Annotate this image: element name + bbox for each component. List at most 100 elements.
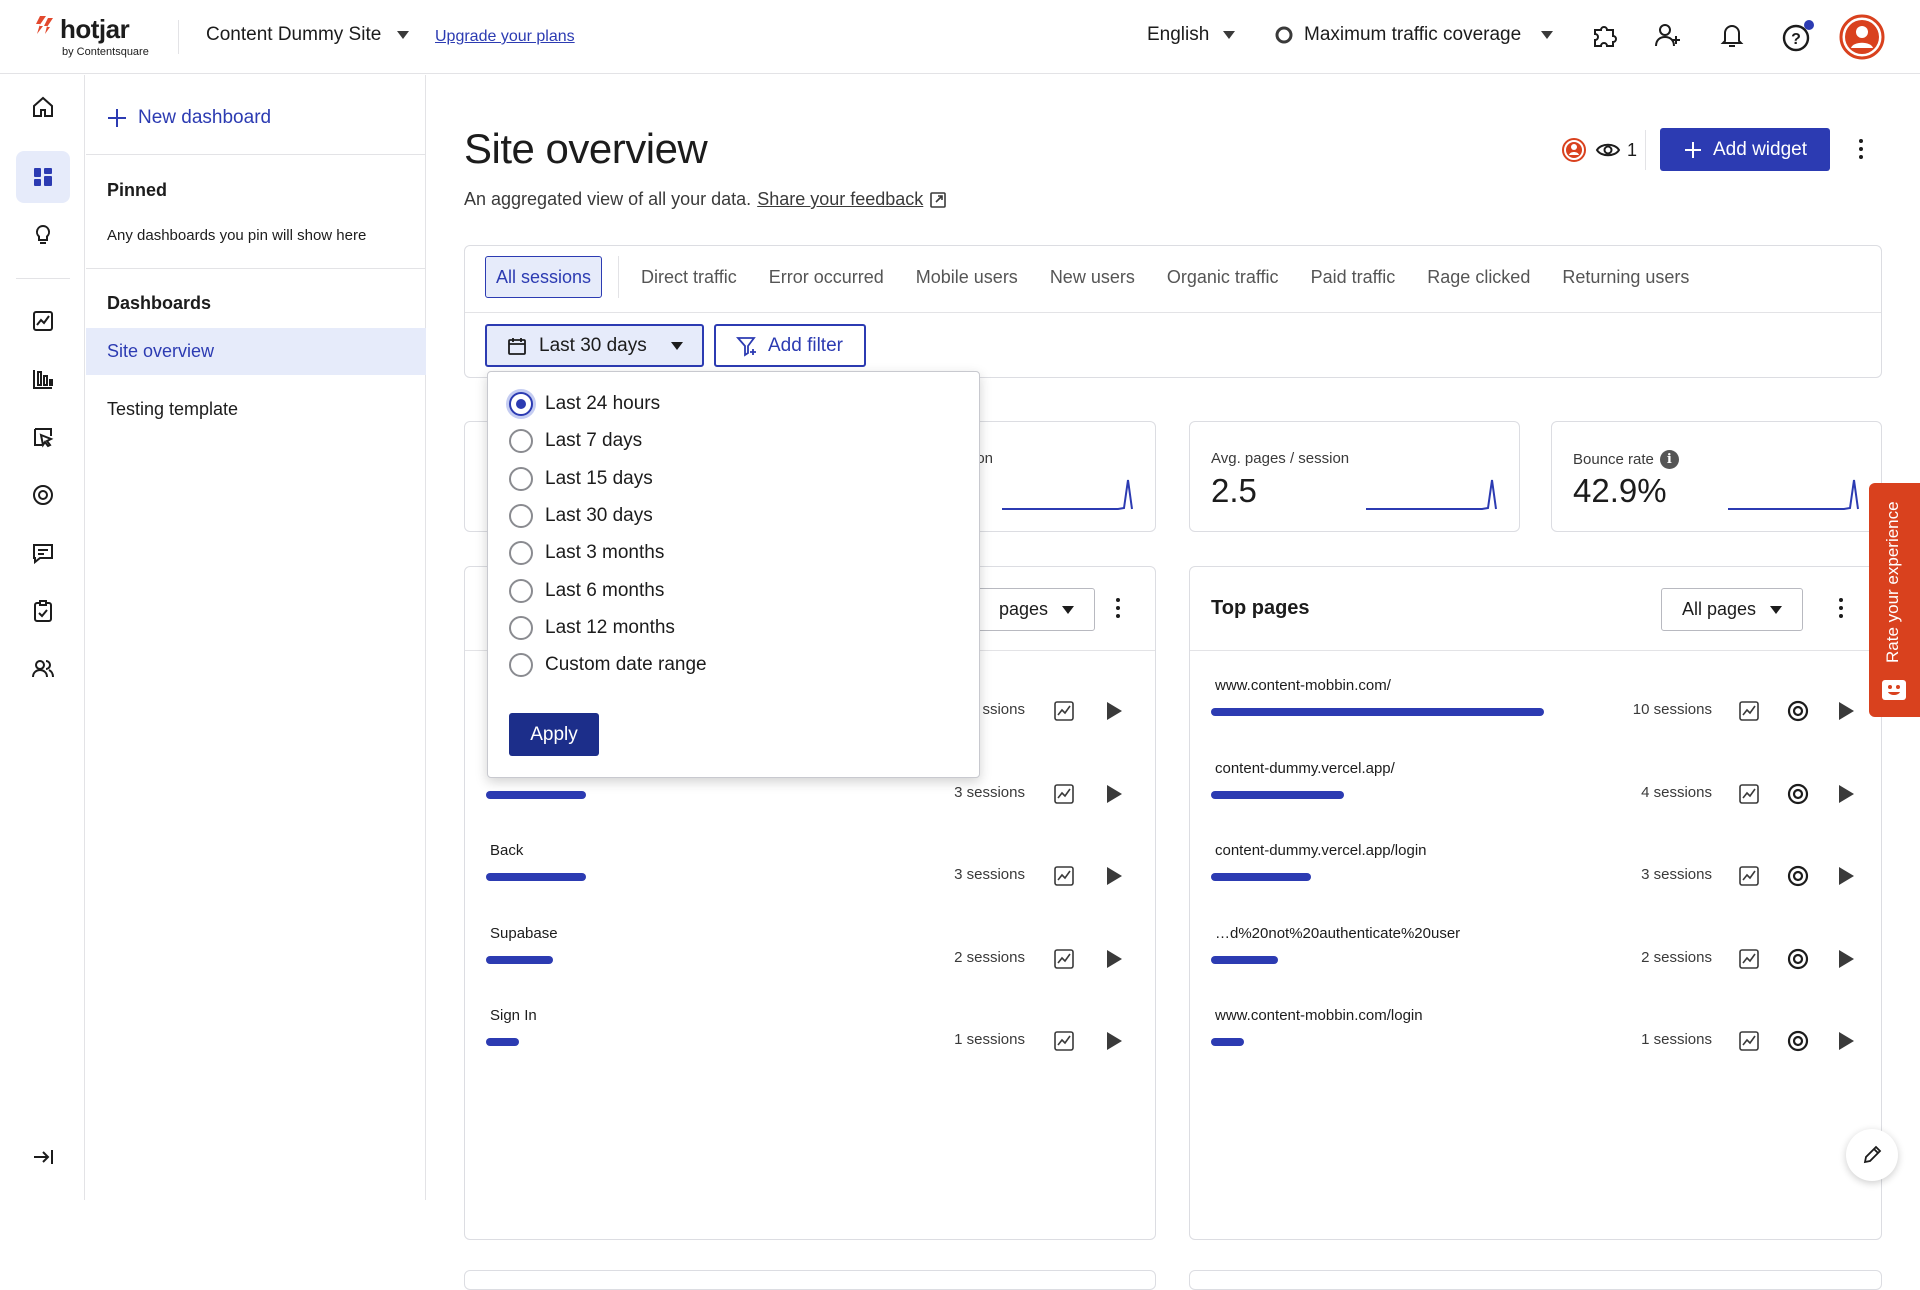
radio-button[interactable] bbox=[509, 466, 533, 491]
trends-icon[interactable] bbox=[1053, 700, 1075, 722]
rail-surveys[interactable] bbox=[16, 585, 70, 637]
share-feedback-link[interactable]: Share your feedback bbox=[757, 189, 924, 209]
recordings-icon[interactable] bbox=[1786, 1029, 1810, 1053]
row-label[interactable]: …d%20not%20authenticate%20user bbox=[1215, 924, 1461, 942]
recordings-icon[interactable] bbox=[1786, 864, 1810, 888]
bell-icon[interactable] bbox=[1717, 20, 1747, 50]
help-icon[interactable]: ? bbox=[1781, 20, 1815, 54]
play-icon[interactable] bbox=[1836, 948, 1856, 970]
tab-error-occurred[interactable]: Error occurred bbox=[768, 266, 884, 287]
trends-icon[interactable] bbox=[1738, 948, 1760, 970]
site-selector[interactable]: Content Dummy Site bbox=[206, 24, 410, 46]
add-filter-button[interactable]: Add filter bbox=[714, 324, 866, 367]
session-count: 1 sessions bbox=[1641, 1031, 1712, 1048]
trends-icon[interactable] bbox=[1738, 783, 1760, 805]
rail-interviews[interactable] bbox=[16, 643, 70, 695]
recordings-icon[interactable] bbox=[1786, 947, 1810, 971]
all-pages-select[interactable]: All pages bbox=[1661, 588, 1804, 631]
date-option[interactable]: Last 24 hours bbox=[509, 392, 660, 416]
card-more-icon[interactable] bbox=[1836, 598, 1846, 618]
radio-button[interactable] bbox=[509, 541, 533, 566]
add-widget-button[interactable]: Add widget bbox=[1660, 128, 1830, 171]
rail-funnels[interactable] bbox=[16, 353, 70, 405]
play-icon[interactable] bbox=[1104, 1030, 1124, 1052]
trends-icon[interactable] bbox=[1738, 865, 1760, 887]
date-option[interactable]: Last 15 days bbox=[509, 466, 653, 491]
new-dashboard-button[interactable]: New dashboard bbox=[106, 107, 271, 129]
tab-direct-traffic[interactable]: Direct traffic bbox=[641, 266, 737, 287]
radio-button[interactable] bbox=[509, 653, 533, 678]
recordings-icon bbox=[33, 485, 53, 505]
trends-icon[interactable] bbox=[1738, 1030, 1760, 1052]
tab-returning-users[interactable]: Returning users bbox=[1562, 266, 1690, 287]
date-option[interactable]: Custom date range bbox=[509, 653, 707, 678]
radio-button[interactable] bbox=[509, 429, 533, 454]
row-label[interactable]: content-dummy.vercel.app/login bbox=[1215, 842, 1427, 859]
row-label[interactable]: www.content-mobbin.com/ bbox=[1215, 677, 1391, 694]
date-option[interactable]: Last 30 days bbox=[509, 503, 653, 528]
trends-icon[interactable] bbox=[1053, 865, 1075, 887]
traffic-coverage-selector[interactable]: Maximum traffic coverage bbox=[1274, 24, 1554, 46]
play-icon[interactable] bbox=[1836, 1030, 1856, 1052]
tab-mobile-users[interactable]: Mobile users bbox=[915, 266, 1018, 287]
date-option[interactable]: Last 6 months bbox=[509, 578, 664, 603]
radio-button[interactable] bbox=[509, 503, 533, 528]
sidebar-item-site-overview[interactable]: Site overview bbox=[86, 328, 426, 375]
add-widget-label: Add widget bbox=[1712, 138, 1807, 160]
rate-experience-tab[interactable]: Rate your experience bbox=[1869, 483, 1920, 717]
radio-button[interactable] bbox=[509, 578, 533, 603]
add-user-icon[interactable] bbox=[1653, 20, 1683, 50]
row-label[interactable]: Sign In bbox=[490, 1007, 537, 1024]
date-range-button[interactable]: Last 30 days bbox=[485, 324, 704, 367]
tab-paid-traffic[interactable]: Paid traffic bbox=[1310, 266, 1396, 287]
date-option[interactable]: Last 7 days bbox=[509, 429, 642, 454]
tab-all-sessions[interactable]: All sessions bbox=[485, 256, 603, 298]
radio-button[interactable] bbox=[509, 392, 533, 416]
feedback-icon bbox=[33, 544, 53, 565]
play-icon[interactable] bbox=[1836, 865, 1856, 887]
row-label[interactable]: Back bbox=[490, 842, 524, 859]
radio-button[interactable] bbox=[509, 615, 533, 640]
date-option[interactable]: Last 3 months bbox=[509, 541, 664, 566]
row-label[interactable]: Supabase bbox=[490, 924, 558, 942]
hotjar-logo[interactable]: hotjar by Contentsquare bbox=[34, 14, 149, 58]
trends-icon[interactable] bbox=[1738, 700, 1760, 722]
trends-icon[interactable] bbox=[1053, 948, 1075, 970]
tab-organic-traffic[interactable]: Organic traffic bbox=[1166, 266, 1279, 287]
trends-icon[interactable] bbox=[1053, 783, 1075, 805]
rail-home[interactable] bbox=[16, 81, 70, 133]
row-label[interactable]: www.content-mobbin.com/login bbox=[1215, 1007, 1423, 1024]
info-icon[interactable]: i bbox=[1659, 450, 1679, 469]
date-option[interactable]: Last 12 months bbox=[509, 615, 675, 640]
card-more-icon[interactable] bbox=[1113, 598, 1123, 618]
rail-trends[interactable] bbox=[16, 295, 70, 347]
trends-icon[interactable] bbox=[1053, 1030, 1075, 1052]
rail-dashboards[interactable] bbox=[16, 151, 70, 203]
rail-insights[interactable] bbox=[16, 209, 70, 261]
recordings-icon[interactable] bbox=[1786, 699, 1810, 723]
rail-heatmaps[interactable] bbox=[16, 411, 70, 463]
apply-button[interactable]: Apply bbox=[509, 713, 599, 756]
avatar[interactable] bbox=[1839, 14, 1885, 60]
puzzle-icon[interactable] bbox=[1590, 20, 1620, 50]
play-icon[interactable] bbox=[1104, 948, 1124, 970]
pages-select[interactable]: pages bbox=[975, 588, 1095, 631]
play-icon[interactable] bbox=[1836, 783, 1856, 805]
tab-rage-clicked[interactable]: Rage clicked bbox=[1427, 266, 1531, 287]
language-selector[interactable]: English bbox=[1147, 24, 1236, 46]
play-icon[interactable] bbox=[1104, 783, 1124, 805]
recordings-icon[interactable] bbox=[1786, 782, 1810, 806]
play-icon[interactable] bbox=[1836, 700, 1856, 722]
upgrade-plans-link[interactable]: Upgrade your plans bbox=[435, 28, 575, 45]
more-options-icon[interactable] bbox=[1856, 139, 1866, 159]
rail-feedback[interactable] bbox=[16, 527, 70, 579]
rail-expand[interactable] bbox=[16, 1131, 70, 1183]
viewers-indicator[interactable]: 1 bbox=[1561, 137, 1637, 163]
tab-new-users[interactable]: New users bbox=[1049, 266, 1135, 287]
play-icon[interactable] bbox=[1104, 865, 1124, 887]
row-label[interactable]: content-dummy.vercel.app/ bbox=[1215, 759, 1395, 777]
play-icon[interactable] bbox=[1104, 700, 1124, 722]
sidebar-item-testing-template[interactable]: Testing template bbox=[86, 386, 426, 433]
rail-recordings[interactable] bbox=[16, 469, 70, 521]
edit-pencil-button[interactable] bbox=[1846, 1129, 1898, 1181]
